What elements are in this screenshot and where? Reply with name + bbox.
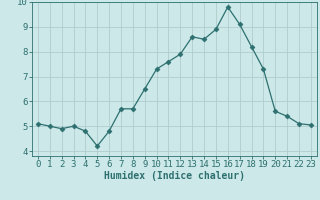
X-axis label: Humidex (Indice chaleur): Humidex (Indice chaleur) xyxy=(104,171,245,181)
